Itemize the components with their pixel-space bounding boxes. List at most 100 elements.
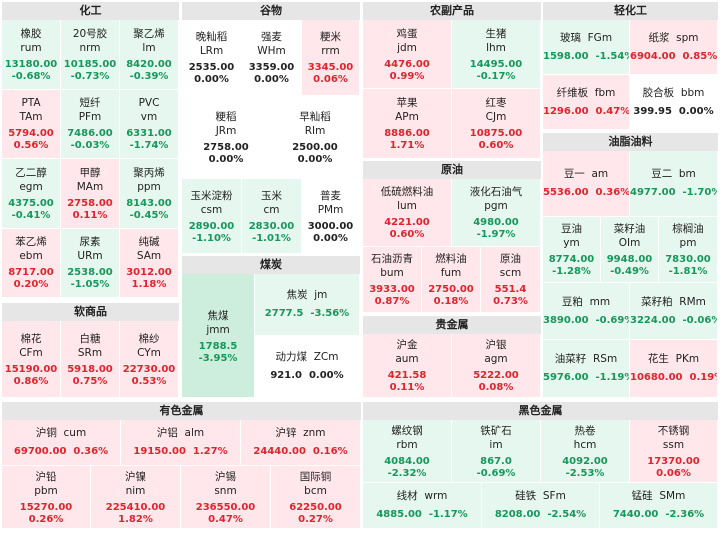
futures-tile[interactable]: 沪金 aum 421.58 0.11% xyxy=(363,334,452,398)
contract-code: SMm xyxy=(659,490,686,502)
contract-code: RMm xyxy=(679,295,706,308)
futures-tile[interactable]: 晚籼稻 LRm 2535.00 0.00% xyxy=(182,20,242,96)
futures-tile[interactable]: 生猪 lhm 14495.00 -0.17% xyxy=(452,20,541,89)
contract-name: 棉纱 xyxy=(138,332,160,345)
contract-change: -0.41% xyxy=(11,209,51,221)
futures-tile[interactable]: 沪铅 pbm 15270.00 0.26% xyxy=(2,466,91,529)
futures-tile[interactable]: 沪铜 cum 69700.00 0.36% xyxy=(2,420,121,466)
futures-tile[interactable]: 红枣 CJm 10875.00 0.60% xyxy=(452,89,541,159)
futures-tile[interactable]: 聚乙烯 lm 8420.00 -0.39% xyxy=(120,20,179,90)
futures-tile[interactable]: 沪锌 znm 24440.00 0.16% xyxy=(241,420,361,466)
contract-name: 聚丙烯 xyxy=(133,166,165,179)
contract-price: 2890.00 xyxy=(188,220,235,232)
futures-tile[interactable]: 20号胶 nrm 10185.00 -0.73% xyxy=(61,20,120,90)
futures-tile[interactable]: 沪锡 snm 236550.00 0.47% xyxy=(181,466,271,529)
futures-tile[interactable]: 原油 scm 551.4 0.73% xyxy=(481,247,541,313)
contract-change: -1.19% xyxy=(595,372,629,383)
futures-tile[interactable]: 鸡蛋 jdm 4476.00 0.99% xyxy=(363,20,452,89)
futures-tile[interactable]: 玻璃 FGm 1598.00 -1.54% xyxy=(543,20,630,75)
contract-price: 62250.00 xyxy=(289,501,342,513)
futures-tile[interactable]: 橡胶 rum 13180.00 -0.68% xyxy=(2,20,61,90)
contract-label: 线材 wrm xyxy=(363,490,481,503)
contract-change: -0.03% xyxy=(70,140,110,152)
futures-tile[interactable]: 线材 wrm 4885.00 -1.17% xyxy=(363,483,482,529)
contract-name: 花生 xyxy=(647,353,669,365)
futures-tile[interactable]: 苯乙烯 ebm 8717.00 0.20% xyxy=(2,228,61,298)
futures-tile[interactable]: 棕榈油 pm 7830.00 -1.81% xyxy=(659,217,718,283)
futures-tile[interactable]: 锰硅 SMm 7440.00 -2.36% xyxy=(600,483,718,529)
futures-tile[interactable]: 棉纱 CYm 22730.00 0.53% xyxy=(120,321,179,398)
futures-tile[interactable]: 热卷 hcm 4092.00 -2.53% xyxy=(541,420,630,483)
futures-tile[interactable]: 棉花 CFm 15190.00 0.86% xyxy=(2,321,61,398)
futures-tile[interactable]: 早籼稻 RIm 2500.00 0.00% xyxy=(271,96,360,179)
futures-tile[interactable]: PVC vm 6331.00 -1.74% xyxy=(120,89,179,159)
quote-line: 4885.00 -1.17% xyxy=(363,509,481,521)
futures-tile[interactable]: 胶合板 bbm 399.95 0.00% xyxy=(630,75,718,130)
futures-tile[interactable]: 燃料油 fum 2750.00 0.18% xyxy=(422,247,481,313)
futures-tile[interactable]: 甲醇 MAm 2758.00 0.11% xyxy=(61,159,120,229)
contract-name: 棕榈油 xyxy=(672,223,704,235)
contract-change: 0.60% xyxy=(478,140,514,151)
futures-tile[interactable]: 豆油 ym 8774.00 -1.28% xyxy=(543,217,601,283)
futures-tile[interactable]: 菜籽油 OIm 9948.00 -0.49% xyxy=(601,217,659,283)
contract-change: 0.06% xyxy=(313,74,348,85)
contract-change: -1.28% xyxy=(552,266,591,277)
futures-tile[interactable]: 低硫燃料油 lum 4221.00 0.60% xyxy=(363,179,452,247)
contract-change: 0.00% xyxy=(254,74,289,85)
futures-tile[interactable]: 铁矿石 im 867.0 -0.69% xyxy=(452,420,541,483)
futures-tile[interactable]: 硅铁 SFm 8208.00 -2.54% xyxy=(482,483,600,529)
futures-tile[interactable]: 纤维板 fbm 1296.00 0.47% xyxy=(543,75,630,130)
futures-tile[interactable]: 沪铝 alm 19150.00 1.27% xyxy=(121,420,241,466)
futures-tile[interactable]: 国际铜 bcm 62250.00 0.27% xyxy=(271,466,361,529)
futures-tile[interactable]: 粳稻 JRm 2758.00 0.00% xyxy=(182,96,271,179)
contract-price: 2777.5 xyxy=(264,308,304,319)
futures-tile[interactable]: 豆一 am 5536.00 0.36% xyxy=(543,151,630,217)
futures-tile[interactable]: 沪镍 nim 225410.00 1.82% xyxy=(91,466,181,529)
futures-tile[interactable]: 聚丙烯 ppm 8143.00 -0.45% xyxy=(120,159,179,229)
futures-tile[interactable]: 焦炭 jm 2777.5 -3.56% xyxy=(255,274,360,336)
futures-tile[interactable]: 普麦 PMm 3000.00 0.00% xyxy=(302,179,360,254)
futures-tile[interactable]: 不锈钢 ssm 17370.00 0.06% xyxy=(630,420,718,483)
futures-tile[interactable]: PTA TAm 5794.00 0.56% xyxy=(2,89,61,159)
contract-label: 焦炭 jm xyxy=(255,289,359,302)
contract-change: 1.27% xyxy=(192,446,228,457)
contract-price: 236550.00 xyxy=(195,501,256,513)
contract-code: JRm xyxy=(215,124,237,137)
contract-price: 19150.00 xyxy=(133,446,186,457)
futures-tile[interactable]: 液化石油气 pgm 4980.00 -1.97% xyxy=(452,179,541,247)
futures-tile[interactable]: 强麦 WHm 3359.00 0.00% xyxy=(242,20,302,96)
futures-tile[interactable]: 尿素 URm 2538.00 -1.05% xyxy=(61,228,120,298)
futures-tile[interactable]: 苹果 APm 8886.00 1.71% xyxy=(363,89,452,159)
contract-code: im xyxy=(489,438,503,451)
contract-price: 3345.00 xyxy=(307,62,354,73)
futures-tile[interactable]: 豆二 bm 4977.00 -1.70% xyxy=(630,151,718,217)
futures-tile[interactable]: 螺纹钢 rbm 4084.00 -2.32% xyxy=(363,420,452,483)
contract-price: 8886.00 xyxy=(384,128,430,139)
sector-title: 谷物 xyxy=(182,2,360,20)
futures-tile[interactable]: 石油沥青 bum 3933.00 0.87% xyxy=(363,247,422,313)
futures-tile[interactable]: 焦煤 jmm 1788.5 -3.95% xyxy=(182,274,255,398)
futures-tile[interactable]: 短纤 PFm 7486.00 -0.03% xyxy=(61,89,120,159)
contract-code: PMm xyxy=(317,203,344,216)
contract-price: 3890.00 xyxy=(543,314,589,326)
futures-tile[interactable]: 粳米 rrm 3345.00 0.06% xyxy=(302,20,360,96)
futures-tile[interactable]: 白糖 SRm 5918.00 0.75% xyxy=(61,321,120,398)
futures-tile[interactable]: 花生 PKm 10680.00 0.19% xyxy=(630,340,718,398)
contract-price: 2500.00 xyxy=(292,141,338,153)
futures-tile[interactable]: 玉米 cm 2830.00 -1.01% xyxy=(242,179,302,254)
futures-tile[interactable]: 动力煤 ZCm 921.0 0.00% xyxy=(255,336,360,398)
futures-tile[interactable]: 沪银 agm 5222.00 0.08% xyxy=(452,334,541,398)
contract-name: 液化石油气 xyxy=(469,186,523,198)
contract-price: 6331.00 xyxy=(126,128,172,140)
futures-tile[interactable]: 纯碱 SAm 3012.00 1.18% xyxy=(120,228,179,298)
contract-name: 原油 xyxy=(500,253,521,265)
futures-tile[interactable]: 菜籽粕 RMm 3224.00 -0.06% xyxy=(630,283,718,340)
contract-name: 豆一 xyxy=(563,168,585,180)
futures-tile[interactable]: 玉米淀粉 csm 2890.00 -1.10% xyxy=(182,179,242,254)
sector-panel: 谷物 晚籼稻 LRm 2535.00 0.00% 强麦 WHm 3359.00 0.00% 粳米 r… xyxy=(182,2,360,254)
futures-tile[interactable]: 乙二醇 egm 4375.00 -0.41% xyxy=(2,159,61,229)
futures-tile[interactable]: 纸浆 spm 6904.00 0.85% xyxy=(630,20,718,75)
contract-label: 玻璃 FGm xyxy=(543,32,629,45)
